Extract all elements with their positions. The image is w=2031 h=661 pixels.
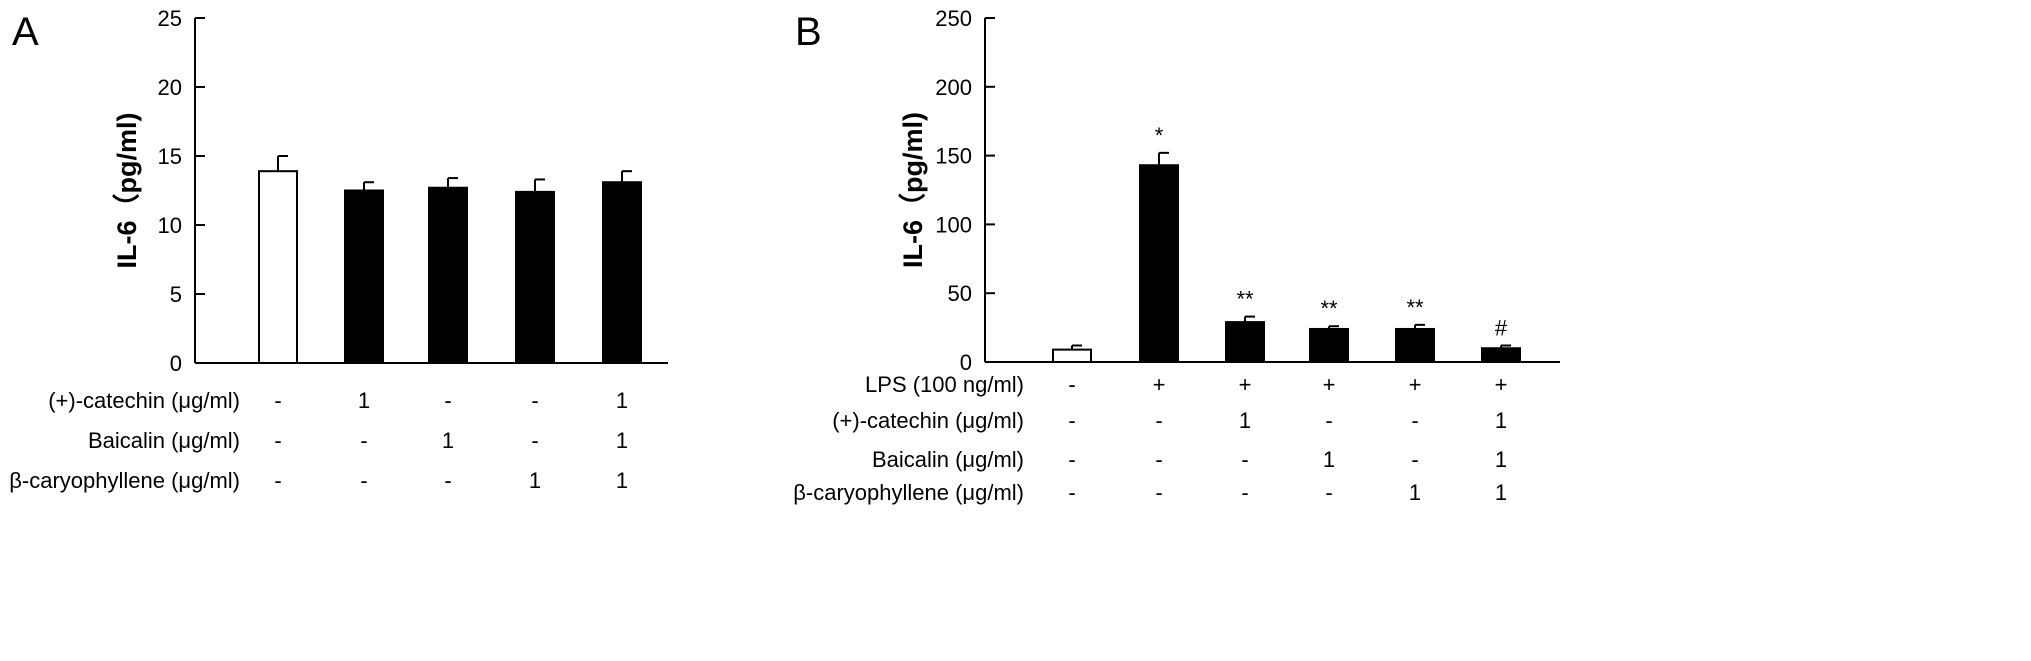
condition-label: LPS (100 ng/ml) [865, 372, 1024, 397]
condition-label: Baicalin (μg/ml) [88, 428, 240, 453]
condition-value: - [274, 388, 281, 413]
condition-value: + [1239, 372, 1252, 397]
y-tick-label: 100 [935, 212, 972, 237]
y-tick-label: 150 [935, 144, 972, 169]
y-tick-label: 0 [960, 350, 972, 375]
panel-a: A 0 5 10 15 20 25 IL-6（pg/ml) (+)-catechin (μg/m… [9, 6, 668, 493]
y-tick-label: 250 [935, 6, 972, 31]
condition-value: - [531, 428, 538, 453]
y-axis-label: IL-6（pg/ml) [112, 113, 142, 269]
bar [428, 186, 468, 364]
condition-value: - [360, 468, 367, 493]
condition-value: - [1411, 447, 1418, 472]
condition-value: 1 [616, 388, 628, 413]
condition-value: 1 [1239, 408, 1251, 433]
y-tick-label: 15 [158, 144, 182, 169]
condition-value: - [1325, 480, 1332, 505]
bar [258, 170, 298, 364]
panel-letter: A [12, 10, 39, 54]
bar [1052, 348, 1092, 363]
significance-marker: # [1495, 315, 1508, 340]
bar [1395, 327, 1435, 364]
panel-letter: B [795, 10, 822, 54]
condition-value: - [1155, 447, 1162, 472]
condition-value: - [1325, 408, 1332, 433]
condition-value: 1 [616, 468, 628, 493]
condition-value: - [444, 468, 451, 493]
y-axis-label: IL-6（pg/ml) [898, 112, 928, 268]
condition-label: (+)-catechin (μg/ml) [832, 408, 1024, 433]
condition-value: - [1068, 408, 1075, 433]
condition-value: + [1323, 372, 1336, 397]
condition-value: - [444, 388, 451, 413]
condition-value: - [1411, 408, 1418, 433]
condition-value: 1 [442, 428, 454, 453]
condition-value: 1 [1495, 447, 1507, 472]
condition-value: 1 [529, 468, 541, 493]
condition-value: 1 [1409, 480, 1421, 505]
bar [344, 189, 384, 364]
condition-value: - [1068, 372, 1075, 397]
condition-label: β-caryophyllene (μg/ml) [793, 480, 1024, 505]
y-tick-label: 25 [158, 6, 182, 31]
y-tick-label: 200 [935, 75, 972, 100]
condition-value: 1 [1495, 408, 1507, 433]
condition-label: (+)-catechin (μg/ml) [48, 388, 240, 413]
significance-marker: ** [1236, 287, 1254, 312]
condition-value: - [1155, 408, 1162, 433]
bar [1481, 347, 1521, 363]
condition-value: - [1155, 480, 1162, 505]
condition-value: 1 [1495, 480, 1507, 505]
significance-marker: ** [1320, 296, 1338, 321]
y-tick-label: 20 [158, 75, 182, 100]
bar [515, 190, 555, 364]
y-tick-label: 50 [948, 281, 972, 306]
bar [1139, 164, 1179, 363]
condition-value: 1 [1323, 447, 1335, 472]
condition-value: + [1153, 372, 1166, 397]
condition-value: + [1409, 372, 1422, 397]
condition-value: + [1495, 372, 1508, 397]
significance-marker: ** [1406, 295, 1424, 320]
y-tick-label: 5 [170, 282, 182, 307]
condition-label: β-caryophyllene (μg/ml) [9, 468, 240, 493]
condition-value: - [1068, 447, 1075, 472]
condition-value: - [274, 468, 281, 493]
condition-value: - [360, 428, 367, 453]
condition-label: Baicalin (μg/ml) [872, 447, 1024, 472]
y-tick-label: 10 [158, 213, 182, 238]
bar [1309, 327, 1349, 364]
significance-marker: * [1155, 123, 1164, 148]
bar [602, 181, 642, 364]
bar [1225, 321, 1265, 364]
condition-value: - [1068, 480, 1075, 505]
condition-value: 1 [358, 388, 370, 413]
condition-value: 1 [616, 428, 628, 453]
condition-value: - [1241, 480, 1248, 505]
condition-value: - [531, 388, 538, 413]
condition-value: - [274, 428, 281, 453]
y-tick-label: 0 [170, 351, 182, 376]
condition-value: - [1241, 447, 1248, 472]
